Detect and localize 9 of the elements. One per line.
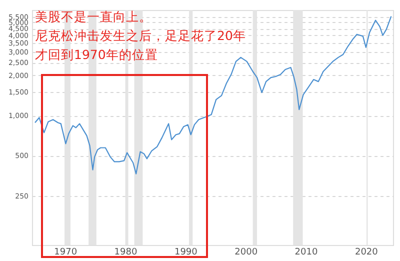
x-tick-label: 2000 [234,248,258,258]
x-tick-label: 2010 [294,248,318,258]
x-tick-label: 1980 [114,248,138,258]
x-tick-label: 1990 [174,248,198,258]
x-tick-label: 2020 [354,248,378,258]
annotation: 尼克松冲击发生之后，足足花了20年 [35,28,246,43]
annotation: 美股不是一直向上。 [35,9,152,24]
annotation: 才回到1970年的位置 [35,47,158,62]
x-tick-label: 1970 [54,248,78,258]
